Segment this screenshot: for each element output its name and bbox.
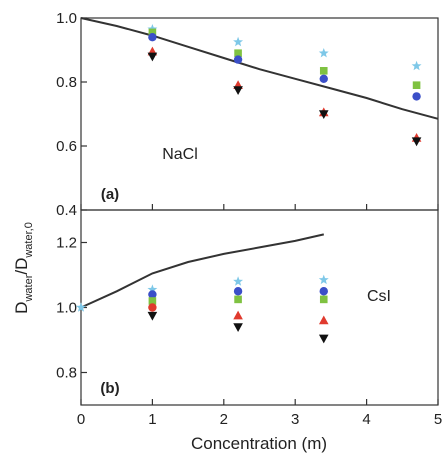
panel-b-triangle-down-point [233, 323, 243, 332]
panel-a-circle-point [233, 55, 243, 64]
x-tick-label: 3 [291, 411, 299, 428]
panel-b-star-point [76, 302, 86, 312]
panel-b: 0.8 1.0 1.2 0 1 2 3 4 5 (b) CsI [56, 209, 442, 428]
x-tick-label: 2 [220, 411, 228, 428]
panel-a-circle-point [412, 92, 421, 101]
panel-b-square-point [148, 297, 157, 305]
panel-b-y-tick-label: 1.2 [56, 235, 77, 252]
panel-a: 0.4 0.6 0.8 1.0 (a) NaCl [56, 10, 439, 219]
panel-a-star-point [318, 48, 329, 58]
panel-b-star-point [147, 284, 158, 294]
panel-a-y-tick-label: 0.6 [56, 138, 77, 155]
panel-a-triangle-down-point [233, 86, 243, 95]
panel-b-y-tick-label: 0.8 [56, 365, 77, 382]
panel-b-circle-point [148, 290, 157, 299]
panel-b-triangle-down-point [318, 334, 329, 344]
panel-b-square-point [234, 295, 242, 304]
panel-b-salt-label: CsI [367, 288, 391, 305]
x-tick-label: 1 [148, 411, 156, 428]
panel-a-square-point [148, 28, 157, 37]
panel-a-square-point [319, 67, 328, 75]
panel-b-triangle-up-point [318, 315, 329, 325]
panel-a-triangle-down-point [147, 52, 158, 62]
panel-b-plot-frame [80, 209, 439, 406]
panel-a-y-tick-label: 0.4 [56, 202, 77, 219]
panel-a-star-point [233, 36, 244, 47]
panel-b-triangle-up-point [233, 310, 243, 320]
x-tick-label: 0 [77, 411, 85, 428]
panel-b-star-point [233, 276, 244, 286]
panel-a-y-tick-label: 0.8 [56, 74, 77, 91]
x-tick-label: 4 [362, 411, 370, 428]
panel-b-y-tick-label: 1.0 [56, 300, 77, 317]
panel-a-square-point [412, 81, 421, 89]
panel-b-triangle-down-point [147, 311, 158, 321]
x-axis-title: Concentration (m) [191, 434, 327, 453]
panel-a-circle-point [319, 74, 328, 84]
panel-a-triangle-down-point [318, 110, 329, 119]
panel-a-triangle-down-point [411, 137, 422, 147]
panel-b-letter: (b) [100, 380, 119, 397]
y-axis-title: Dwater/Dwater,0 [12, 222, 35, 314]
panel-b-model-line [80, 233, 325, 309]
panel-a-star-point [411, 60, 422, 71]
panel-a-salt-label: NaCl [162, 146, 198, 163]
panel-a-model-line [80, 17, 439, 120]
panel-b-circle-point [148, 303, 157, 312]
panel-b-square-point [319, 295, 328, 304]
panel-b-circle-point [319, 287, 328, 296]
panel-b-circle-point [233, 287, 243, 296]
panel-a-circle-point [148, 33, 157, 42]
x-tick-label: 5 [434, 411, 442, 428]
panel-a-plot-frame [80, 17, 439, 211]
panel-a-letter: (a) [101, 186, 119, 203]
panel-a-y-tick-label: 1.0 [56, 10, 77, 27]
panel-b-star-point [318, 274, 329, 285]
panel-a-square-point [234, 49, 242, 57]
